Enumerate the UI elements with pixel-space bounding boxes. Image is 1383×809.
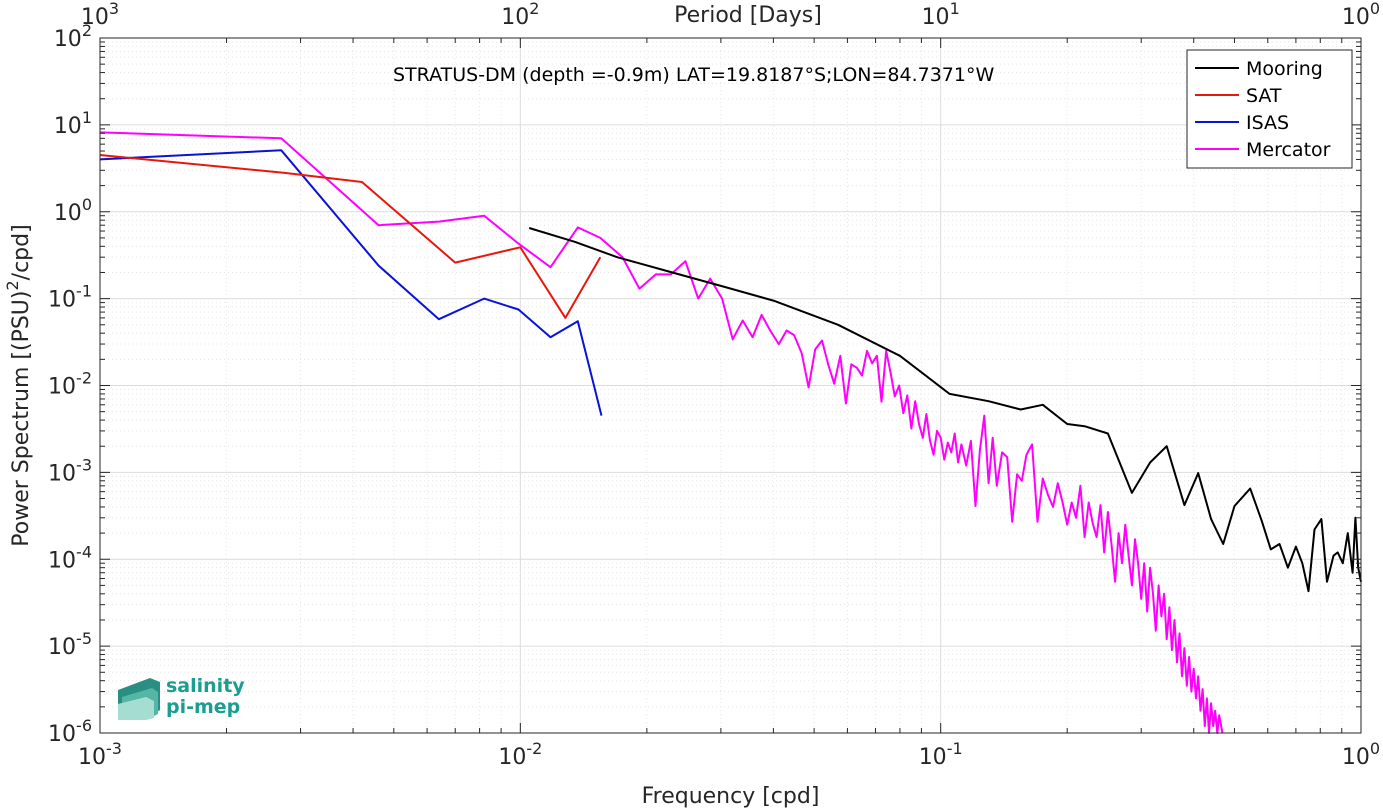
x-tick-label: 10-3	[78, 739, 122, 770]
x-tick-label: 10-1	[919, 739, 963, 770]
chart-title: STRATUS-DM (depth =-0.9m) LAT=19.8187°S;…	[393, 64, 994, 86]
legend-label-mooring: Mooring	[1246, 58, 1323, 80]
logo-line-1: salinity	[166, 675, 245, 697]
y-tick-label: 10-2	[48, 369, 92, 400]
series-line-mercator	[99, 131, 1224, 734]
y-tick-label: 102	[54, 21, 92, 52]
y-tick-label: 10-4	[48, 542, 92, 573]
y-tick-label: 10-1	[48, 282, 92, 313]
y-axis-label: Power Spectrum [(PSU)2/cpd]	[3, 224, 34, 546]
y-tick-label: 10-3	[48, 455, 92, 486]
x-tick-label: 100	[1342, 739, 1380, 770]
top-x-tick-label: 101	[922, 0, 960, 30]
major-grid	[99, 37, 1362, 734]
y-tick-label: 10-6	[48, 716, 92, 747]
salinity-pimep-logo: salinity pi-mep	[118, 675, 245, 720]
plot-lines	[99, 131, 1362, 734]
series-line-mooring	[528, 227, 1362, 593]
legend-label-isas: ISAS	[1246, 112, 1289, 134]
y-tick-label: 101	[54, 108, 92, 139]
x-tick-label: 10-2	[498, 739, 542, 770]
top-x-tick-label: 100	[1342, 0, 1380, 30]
legend-label-sat: SAT	[1246, 85, 1282, 107]
legend: Mooring SAT ISAS Mercator	[1186, 49, 1353, 169]
x-axis-label: Frequency [cpd]	[642, 784, 820, 809]
logo-line-2: pi-mep	[166, 696, 240, 718]
top-x-axis-label: Period [Days]	[674, 3, 822, 28]
legend-label-mercator: Mercator	[1246, 139, 1331, 161]
top-x-tick-label: 103	[81, 0, 119, 30]
y-tick-label: 10-5	[48, 629, 92, 660]
top-x-tick-label: 102	[501, 0, 539, 30]
y-tick-label: 100	[54, 195, 92, 226]
series-line-isas	[99, 149, 603, 416]
axis-ticks	[99, 37, 1362, 734]
waves-icon	[118, 678, 160, 720]
series-line-sat	[99, 154, 602, 319]
